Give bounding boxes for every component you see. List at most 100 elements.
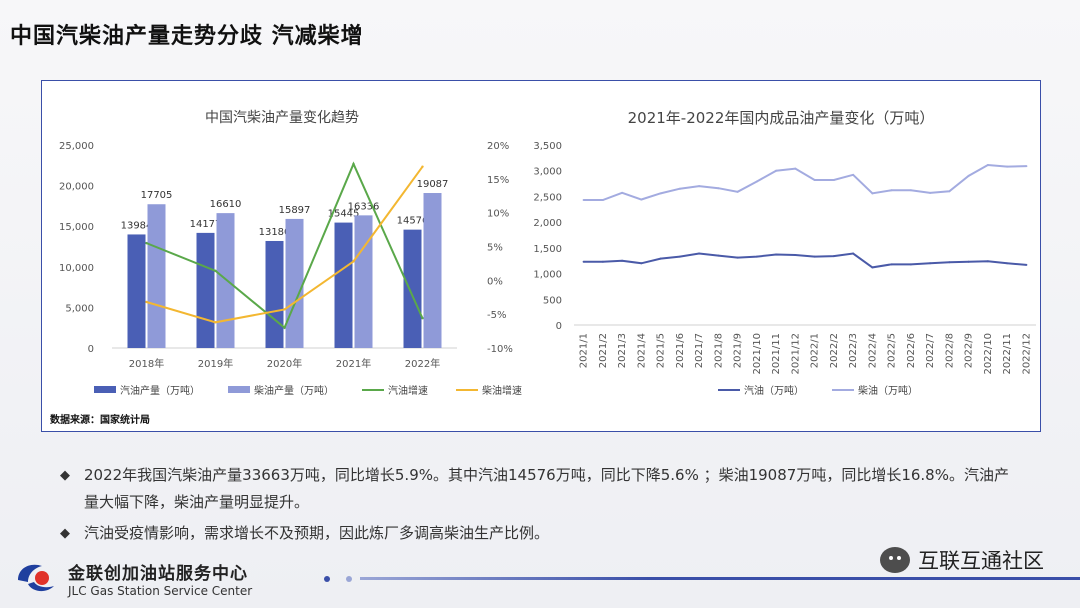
gasoline-point [967, 260, 970, 263]
y2-tick-label: -10% [487, 344, 513, 355]
x-tick-label: 2021/11 [771, 333, 782, 375]
y-tick-label: 500 [543, 295, 562, 306]
diesel-point [621, 191, 624, 194]
gasoline-point [1025, 263, 1028, 266]
gasoline-bar [403, 229, 422, 348]
diesel-growth-line [146, 166, 424, 324]
gasoline-bar [265, 240, 284, 348]
gasoline-point [929, 262, 932, 265]
gasoline-point [659, 257, 662, 260]
legend-label: 汽油（万吨） [744, 386, 804, 397]
diesel-bar [147, 204, 166, 348]
y-tick-label: 0 [556, 321, 562, 332]
wechat-icon [880, 547, 910, 573]
gasoline-point [698, 252, 701, 255]
diesel-point [659, 192, 662, 195]
x-tick-label: 2022年 [405, 357, 440, 370]
x-tick-label: 2021年 [336, 357, 371, 370]
x-tick-label: 2022/5 [887, 333, 898, 368]
legend-diesel: 柴油（万吨） [832, 382, 918, 397]
y2-tick-label: 0% [487, 276, 503, 287]
legend-swatch [228, 386, 250, 393]
diesel-point [601, 199, 604, 202]
y-tick-label: 0 [88, 344, 94, 355]
diamond-icon: ◆ [60, 468, 70, 483]
bullet-text: 汽油受疫情影响，需求增长不及预期，因此炼厂多调高柴油生产比例。 [84, 524, 550, 542]
diesel-growth-point [352, 260, 355, 263]
bar-data-label: 17705 [141, 190, 173, 201]
gasoline-point [852, 252, 855, 255]
diesel-point [678, 187, 681, 190]
gasoline-point [794, 254, 797, 257]
gasoline-point [755, 255, 758, 258]
gasoline-growth-point [352, 162, 355, 166]
diesel-growth-point [145, 300, 148, 304]
x-tick-label: 2022/11 [1002, 333, 1013, 375]
diesel-point [832, 178, 835, 181]
diesel-point [698, 185, 701, 188]
x-tick-label: 2021/9 [733, 333, 744, 368]
legend-swatch [94, 386, 116, 393]
gasoline-growth-point [283, 326, 286, 329]
diesel-point [755, 180, 758, 183]
gasoline-point [775, 253, 778, 256]
diesel-point [813, 178, 816, 181]
bar-data-label: 15445 [328, 209, 360, 220]
company-name-en: JLC Gas Station Service Center [68, 583, 253, 598]
diesel-point [986, 164, 989, 167]
x-tick-label: 2022/4 [867, 333, 878, 368]
diesel-growth-point [421, 165, 424, 168]
diesel-bar [285, 218, 304, 348]
gasoline-growth-point [145, 241, 148, 245]
gasoline-point [601, 260, 604, 263]
x-tick-label: 2021/7 [694, 333, 705, 368]
diesel-growth-point [214, 321, 217, 324]
x-tick-label: 2022/10 [983, 333, 994, 375]
diesel-point [852, 173, 855, 176]
footer-line [360, 577, 1080, 580]
x-tick-label: 2021/8 [713, 333, 724, 368]
footer-dot [324, 576, 330, 582]
diesel-point [948, 190, 951, 193]
legend-gasoline-output: 汽油产量（万吨） [94, 382, 200, 397]
chart-1-legend: 汽油产量（万吨） 柴油产量（万吨） 汽油增速 柴油增速 [94, 382, 550, 397]
y2-tick-label: 15% [487, 175, 509, 186]
y-tick-label: 1,000 [533, 270, 562, 281]
bar-data-label: 13180 [259, 227, 291, 238]
gasoline-line [583, 252, 1027, 269]
x-tick-label: 2021/10 [752, 333, 763, 375]
x-tick-label: 2021/5 [656, 333, 667, 368]
legend-label: 汽油增速 [388, 386, 428, 397]
footer-dot [346, 576, 352, 582]
legend-swatch [362, 388, 384, 391]
legend-swatch [832, 388, 854, 391]
bullet-item: ◆ 2022年我国汽柴油产量33663万吨，同比增长5.9%。其中汽油14576… [60, 462, 1020, 516]
y-tick-label: 5,000 [65, 303, 94, 314]
y-tick-label: 10,000 [59, 263, 94, 274]
bar-data-label: 13984 [121, 220, 153, 231]
x-tick-label: 2022/3 [848, 333, 859, 368]
y-tick-label: 25,000 [59, 141, 94, 152]
chart-1-title: 中国汽柴油产量变化趋势 [205, 110, 359, 126]
diesel-point [909, 189, 912, 192]
diesel-point [640, 198, 643, 201]
y-tick-label: 20,000 [59, 182, 94, 193]
diesel-point [582, 199, 585, 202]
x-tick-label: 2021/1 [579, 333, 590, 368]
chart-1-svg: 0 5,000 10,000 15,000 20,000 25,000 -10% -5% 0% 5… [59, 141, 513, 370]
gasoline-point [736, 256, 739, 259]
y2-tick-label: 10% [487, 209, 509, 220]
x-tick-label: 2021/3 [617, 333, 628, 368]
chart-panel: 中国汽柴油产量变化趋势 0 5,000 10,000 15,000 20,000 25,0… [41, 80, 1041, 432]
bar-data-label: 16610 [210, 199, 242, 210]
diesel-bar [216, 213, 235, 348]
diesel-bar [354, 215, 373, 348]
diesel-point [736, 190, 739, 193]
legend-gasoline: 汽油（万吨） [718, 382, 804, 397]
watermark-text: 互联互通社区 [918, 549, 1044, 573]
gasoline-growth-point [421, 317, 424, 320]
x-tick-label: 2021/12 [790, 333, 801, 375]
legend-label: 柴油（万吨） [858, 386, 918, 397]
x-tick-label: 2022/12 [1021, 333, 1032, 375]
y-tick-label: 2,000 [533, 218, 562, 229]
